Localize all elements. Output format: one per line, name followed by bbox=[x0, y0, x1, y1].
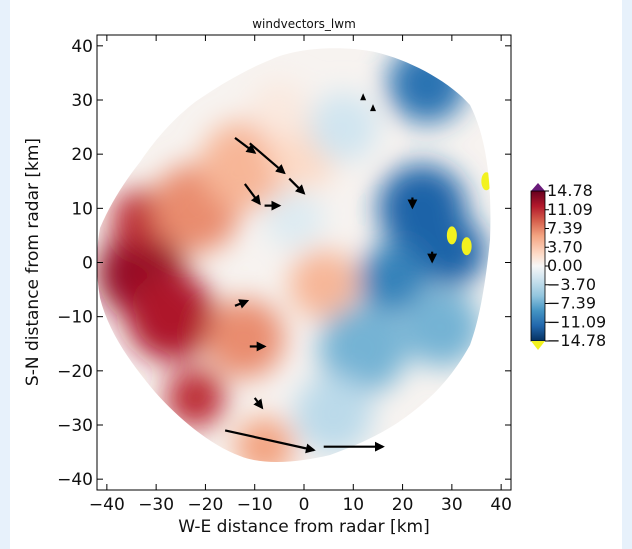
x-tick-label: −40 bbox=[89, 495, 125, 515]
colorbar-tick-label: −3.70 bbox=[547, 275, 596, 294]
colorbar-tick-label: 11.09 bbox=[547, 200, 593, 219]
field-blob bbox=[358, 244, 428, 314]
x-tick-label: −30 bbox=[138, 495, 174, 515]
x-tick-label: −10 bbox=[237, 495, 273, 515]
x-tick-label: 30 bbox=[441, 495, 463, 515]
y-tick-label: 20 bbox=[71, 145, 93, 165]
field-blob bbox=[417, 217, 487, 287]
wind-vector bbox=[288, 177, 306, 195]
field-blob bbox=[264, 189, 324, 249]
wind-vector bbox=[224, 429, 316, 454]
wind-vector bbox=[234, 299, 250, 309]
colorbar-over-triangle bbox=[531, 183, 545, 191]
field-blob bbox=[294, 374, 374, 454]
field-blob bbox=[289, 249, 359, 319]
x-tick-label: 0 bbox=[299, 495, 310, 515]
wind-vector bbox=[243, 183, 261, 206]
y-axis-label: S-N distance from radar [km] bbox=[23, 138, 43, 386]
wind-vector bbox=[234, 137, 257, 154]
colorbar-tick-label: −11.09 bbox=[547, 312, 606, 331]
wind-vector bbox=[360, 93, 367, 101]
y-tick-label: −30 bbox=[57, 416, 93, 436]
colorbar-tick-label: 14.78 bbox=[547, 181, 593, 200]
colorbar-tick-label: 7.39 bbox=[547, 219, 583, 238]
colorbar-tick-label: −7.39 bbox=[547, 294, 596, 313]
y-tick-label: −10 bbox=[57, 308, 93, 328]
colorbar-gradient bbox=[530, 190, 546, 342]
wind-vector bbox=[253, 397, 264, 410]
saturated-patch bbox=[446, 226, 457, 245]
field-blob bbox=[402, 288, 482, 367]
x-axis-ticks: −40 −30 −20 −10 0 10 20 30 40 bbox=[89, 35, 512, 515]
y-tick-label: −20 bbox=[57, 362, 93, 382]
colorbar-tick-label: −14.78 bbox=[547, 331, 606, 350]
chart-title: windvectors_lwm bbox=[252, 17, 356, 31]
colorbar-tick-label: 0.00 bbox=[547, 256, 583, 275]
colorbar: 14.7811.097.393.700.00−3.70−7.39−11.09−1… bbox=[530, 181, 606, 350]
wind-vectors bbox=[224, 93, 438, 454]
field-blob bbox=[308, 92, 378, 162]
saturated-patch bbox=[461, 237, 472, 256]
y-tick-label: 40 bbox=[71, 37, 93, 57]
y-tick-label: 30 bbox=[71, 91, 93, 111]
field-blob bbox=[318, 304, 408, 394]
colorbar-tick-label: 3.70 bbox=[547, 237, 583, 256]
x-tick-label: −20 bbox=[187, 495, 223, 515]
y-tick-label: −40 bbox=[57, 470, 93, 490]
x-tick-label: 10 bbox=[342, 495, 364, 515]
y-tick-label: 0 bbox=[82, 254, 93, 274]
field-blob bbox=[249, 81, 309, 141]
field-blob bbox=[166, 368, 226, 428]
field-blob bbox=[200, 120, 290, 210]
x-tick-label: 40 bbox=[490, 495, 512, 515]
y-tick-label: 10 bbox=[71, 199, 93, 219]
field-blob bbox=[205, 298, 285, 378]
colorbar-under-triangle bbox=[531, 341, 545, 350]
wind-vector bbox=[370, 104, 376, 112]
x-tick-label: 20 bbox=[392, 495, 414, 515]
x-axis-label: W-E distance from radar [km] bbox=[178, 517, 429, 537]
radar-field bbox=[97, 48, 491, 463]
y-axis-ticks: −40 −30 −20 −10 0 10 20 30 40 bbox=[57, 37, 511, 490]
field-blob bbox=[126, 272, 216, 362]
